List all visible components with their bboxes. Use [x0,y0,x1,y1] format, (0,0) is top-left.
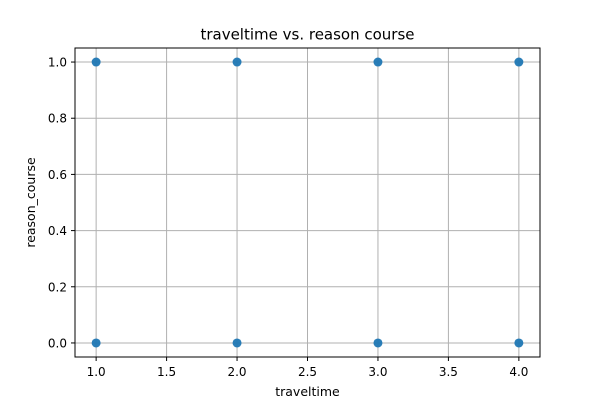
data-point [514,338,524,348]
x-tick-label: 3.5 [439,365,458,379]
x-tick-label: 2.5 [298,365,317,379]
x-tick-label: 1.0 [87,365,106,379]
x-axis-label: traveltime [275,384,340,399]
axis-ticks: 1.0 1.5 2.0 2.5 3.0 3.5 4.0 0.0 0.2 0.4 0.6 0.8 1.0 [48,56,529,379]
data-point [232,338,242,348]
y-axis-label: reason_course [23,157,38,248]
y-tick-label: 0.0 [48,336,67,350]
data-point [373,57,383,67]
data-point [373,338,383,348]
data-point [91,338,101,348]
x-tick-label: 1.5 [157,365,176,379]
grid [75,48,540,357]
data-point [232,57,242,67]
data-point [91,57,101,67]
chart-title: traveltime vs. reason course [200,26,414,44]
x-tick-label: 3.0 [368,365,387,379]
y-tick-label: 0.4 [48,224,67,238]
data-point [514,57,524,67]
x-tick-label: 4.0 [509,365,528,379]
y-tick-label: 0.8 [48,112,67,126]
y-tick-label: 0.2 [48,280,67,294]
y-tick-label: 1.0 [48,56,67,70]
x-tick-label: 2.0 [227,365,246,379]
y-tick-label: 0.6 [48,168,67,182]
data-points [91,57,524,348]
